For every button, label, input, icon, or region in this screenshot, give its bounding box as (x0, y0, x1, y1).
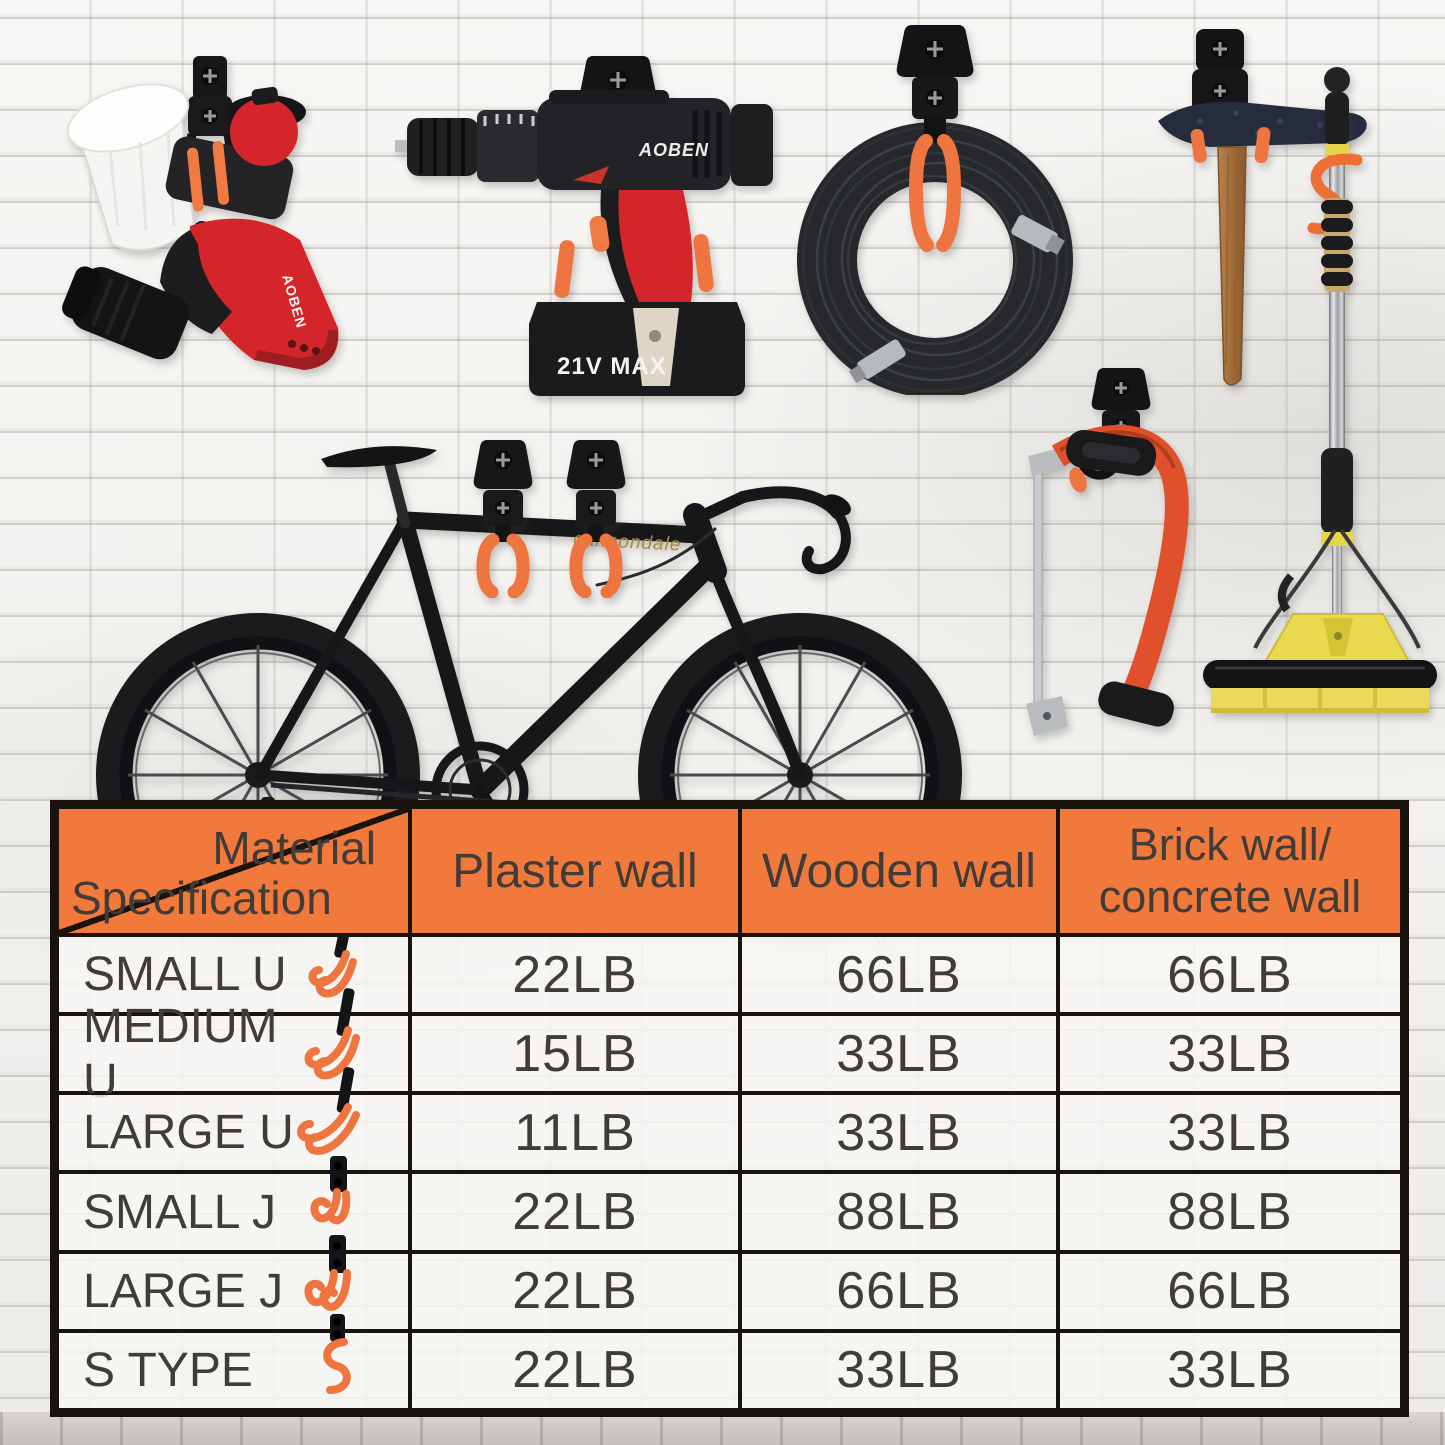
paint-sprayer: AOBEN (62, 56, 339, 370)
cable-wall-hook (896, 25, 974, 252)
spec-cell-large-j: LARGE J (57, 1235, 410, 1331)
bike-hook-right (566, 440, 626, 598)
spec-cell-large-u: LARGE U (57, 1067, 410, 1173)
load-cell: 33LB (740, 1014, 1058, 1094)
saw-lower-grip (1098, 681, 1174, 727)
load-cell: 66LB (1058, 1251, 1402, 1331)
load-cell: 66LB (740, 1251, 1058, 1331)
load-cell: 22LB (410, 1251, 740, 1331)
drill-trigger (589, 215, 610, 252)
foam-grips (1321, 200, 1353, 286)
bike-frame (254, 459, 851, 800)
hook-prong-tips (1190, 127, 1271, 164)
header-brick-line2: concrete wall (1098, 871, 1362, 922)
brake-hood (823, 494, 851, 516)
hammer-handle (1217, 146, 1247, 386)
drill-brand-label: AOBEN (638, 140, 709, 160)
hammer-head (1158, 101, 1367, 147)
mop-roller (1203, 660, 1437, 690)
load-cell: 22LB (410, 1330, 740, 1410)
large-u-hook-icon (297, 1067, 360, 1155)
hook-prong-tips (554, 234, 714, 298)
strap (1277, 573, 1295, 613)
mop (1203, 67, 1437, 713)
u-hook-prongs (476, 533, 530, 598)
load-cell: 15LB (410, 1014, 740, 1094)
load-cell: 66LB (740, 935, 1058, 1015)
corner-header-cell: Material Specification (57, 807, 410, 935)
spec-cell-small-u: SMALL U (57, 913, 410, 1015)
load-cell: 33LB (1058, 1093, 1402, 1173)
load-cell: 22LB (410, 935, 740, 1015)
header-brick-line1: Brick wall/ (1128, 818, 1332, 870)
cable-fitting-left (848, 339, 906, 384)
saddle (321, 446, 437, 468)
saw-top-grip (1066, 429, 1157, 476)
cable-coil (797, 25, 1073, 395)
sprayer-handle (188, 218, 339, 370)
corner-specification-label: Specification (71, 872, 332, 924)
saw-blade (1033, 459, 1043, 713)
load-cell: 22LB (410, 1172, 740, 1252)
load-cell: 11LB (410, 1093, 740, 1173)
load-cell: 33LB (1058, 1330, 1402, 1410)
hacksaw (1026, 368, 1189, 736)
spec-label: S TYPE (83, 1343, 253, 1397)
hammer (1158, 29, 1367, 386)
hook-tip (1069, 467, 1087, 493)
header-wooden-wall: Wooden wall (740, 807, 1058, 935)
paint-cup (66, 83, 196, 252)
spec-cell-small-j: SMALL J (57, 1156, 410, 1252)
load-cell: 88LB (740, 1172, 1058, 1252)
battery-clip (633, 308, 679, 386)
spec-label: LARGE U (83, 1106, 294, 1160)
small-j-hook-icon (310, 1156, 351, 1225)
load-cell: 33LB (740, 1330, 1058, 1410)
spec-cell-s-type: S TYPE (57, 1314, 410, 1410)
s-type-hook-icon (323, 1314, 351, 1395)
header-brick-wall: Brick wall/ concrete wall (1058, 807, 1402, 935)
load-cell: 88LB (1058, 1172, 1402, 1252)
battery-label: 21V MAX (557, 353, 667, 380)
header-plaster-wall: Plaster wall (410, 807, 740, 935)
spec-label: MEDIUM U (83, 999, 278, 1108)
spec-table: Material Specification Plaster wall Wood… (50, 800, 1409, 1417)
mop-lower-grip (1321, 448, 1353, 534)
medium-u-hook-icon (304, 987, 360, 1080)
u-hook-prongs (569, 533, 623, 598)
sprayer-nozzle (62, 266, 190, 360)
spec-label: SMALL U (83, 948, 287, 1002)
drill-chuck (407, 118, 479, 176)
drill-body (537, 98, 731, 190)
mop-handle-knob (1324, 67, 1350, 93)
load-cell: 66LB (1058, 935, 1402, 1015)
bike-hook-left (473, 440, 533, 598)
load-cell: 33LB (740, 1093, 1058, 1173)
wringer-rod-left (1253, 528, 1337, 649)
load-cell: 33LB (1058, 1014, 1402, 1094)
clutch-ring (477, 110, 539, 182)
corner-material-label: Material (212, 822, 376, 874)
large-j-hook-icon (304, 1235, 351, 1311)
hook-clips (187, 140, 230, 212)
power-drill: AOBEN 21V MAX (395, 56, 773, 396)
wringer-rod-right (1339, 528, 1421, 649)
spec-label: LARGE J (83, 1264, 284, 1318)
drill-battery (529, 302, 745, 396)
wall-foundation-strip (0, 1412, 1445, 1445)
spec-label: SMALL J (83, 1185, 276, 1239)
cable-fitting-right (1011, 215, 1065, 255)
